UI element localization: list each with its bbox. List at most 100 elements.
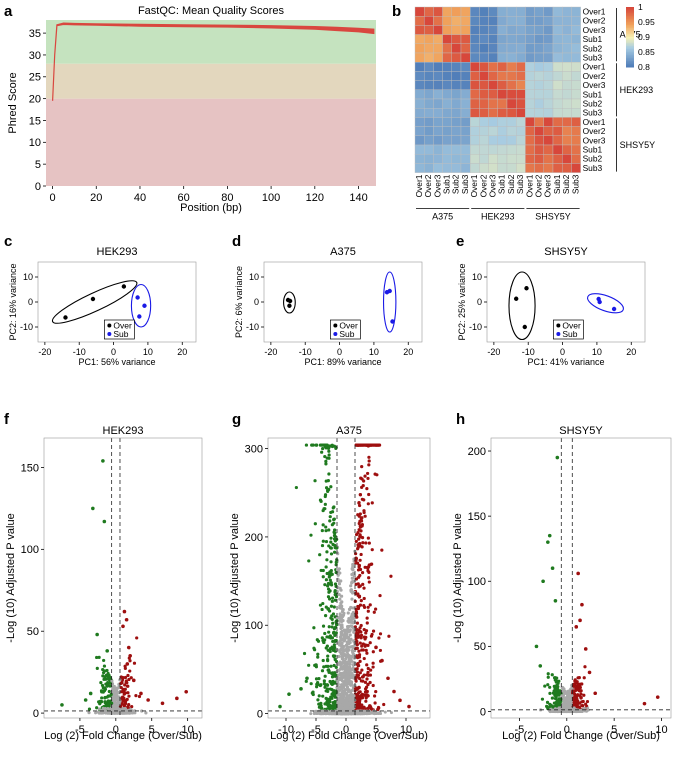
x-tick-label: -5 (75, 724, 85, 736)
volcano-point (125, 697, 129, 701)
volcano-point (350, 597, 354, 601)
heatmap-cell (534, 117, 544, 127)
chart-title: FastQC: Mean Quality Scores (138, 5, 285, 17)
colorbar-segment (626, 58, 634, 60)
heatmap-cell (562, 6, 572, 17)
volcano-point (309, 533, 313, 537)
heatmap-cell (562, 98, 572, 109)
y-tick-label: 100 (245, 620, 263, 632)
volcano-point (357, 563, 361, 568)
volcano-point (333, 671, 337, 675)
x-tick-label: -20 (38, 347, 51, 357)
volcano-point (317, 694, 321, 698)
heatmap-cell (571, 107, 581, 118)
colorbar-segment (626, 59, 634, 62)
heatmap-cell (424, 117, 434, 127)
volcano-point (341, 647, 346, 652)
volcano-point (373, 472, 377, 476)
heatmap-cell (506, 25, 517, 35)
volcano-point (100, 696, 104, 700)
volcano-point (347, 700, 352, 704)
heatmap-cell (543, 43, 554, 54)
volcano-point (357, 501, 361, 505)
volcano-point (378, 648, 383, 653)
heatmap-cell (516, 25, 526, 35)
volcano-point (368, 680, 372, 685)
volcano-point (354, 532, 359, 537)
volcano-point (340, 698, 344, 702)
sample-point-over (121, 284, 127, 289)
volcano-point (329, 540, 333, 544)
volcano-point (367, 455, 371, 459)
volcano-point (333, 550, 337, 554)
colorbar-segment (626, 31, 634, 33)
volcano-point (330, 696, 334, 700)
volcano-point (325, 644, 329, 648)
volcano-point (344, 678, 348, 682)
heatmap-cell (525, 107, 535, 118)
volcano-point (342, 706, 346, 711)
heatmap-cell (433, 43, 443, 54)
volcano-point (351, 621, 355, 625)
colorbar-segment (626, 19, 634, 21)
heatmap-cell (562, 71, 572, 81)
x-axis-label: PC1: 41% variance (527, 357, 604, 367)
x-tick-label: 80 (221, 192, 233, 204)
chart-title: HEK293 (103, 425, 144, 437)
volcano-point-ns (332, 711, 336, 715)
heatmap-cell (552, 43, 563, 54)
x-tick-label: -10 (299, 347, 312, 357)
y-axis-label: PC2: 16% variance (8, 263, 18, 340)
heatmap-cell (543, 52, 554, 63)
panel-letter-f: f (4, 411, 10, 428)
sample-point-over (513, 296, 519, 301)
heatmap-cell (479, 89, 489, 100)
volcano-point (338, 635, 343, 639)
volcano-point-ns (119, 711, 123, 715)
volcano-point (120, 702, 124, 706)
volcano-point (318, 603, 323, 607)
heatmap-cell (534, 71, 544, 81)
volcano-point (362, 586, 366, 590)
heatmap-cell (525, 163, 535, 173)
heatmap-cell (479, 98, 489, 109)
volcano-point (126, 673, 130, 678)
volcano-point (130, 705, 134, 709)
volcano-point (324, 696, 328, 700)
legend-marker (107, 332, 112, 336)
volcano-point (356, 695, 360, 699)
heatmap-cell (460, 62, 471, 72)
volcano-point-ns (389, 711, 393, 715)
volcano-point-ns (378, 712, 382, 716)
volcano-point (327, 528, 331, 532)
heatmap-cell (488, 16, 499, 26)
volcano-point (352, 656, 356, 660)
heatmap-cell (442, 117, 453, 127)
heatmap-cell (442, 6, 453, 17)
colorbar-tick-label: 0.85 (638, 47, 655, 57)
volcano-point (127, 694, 131, 698)
sig-down-point (305, 676, 309, 681)
x-axis-label: PC1: 89% variance (304, 357, 381, 367)
heatmap-cell (562, 126, 572, 136)
sample-point-sub (390, 319, 395, 324)
sig-up-point (139, 691, 143, 696)
volcano-point-ns (579, 709, 583, 713)
volcano-point (360, 545, 364, 549)
heatmap-cell (516, 98, 526, 109)
heatmap-cell (543, 34, 554, 44)
heatmap-cell (460, 153, 471, 164)
col-label: Sub3 (460, 174, 470, 194)
y-tick-label: 0 (477, 297, 482, 307)
volcano-point (559, 697, 563, 701)
volcano-point (115, 694, 119, 699)
x-tick-label: -5 (311, 724, 321, 736)
volcano-point (315, 638, 319, 642)
sig-down-point (95, 632, 99, 637)
volcano-point (320, 636, 324, 640)
heatmap-cell (497, 71, 508, 81)
volcano-point (327, 544, 331, 548)
heatmap-cell (424, 62, 434, 72)
heatmap-cell (414, 62, 425, 72)
heatmap-cell (543, 25, 554, 35)
